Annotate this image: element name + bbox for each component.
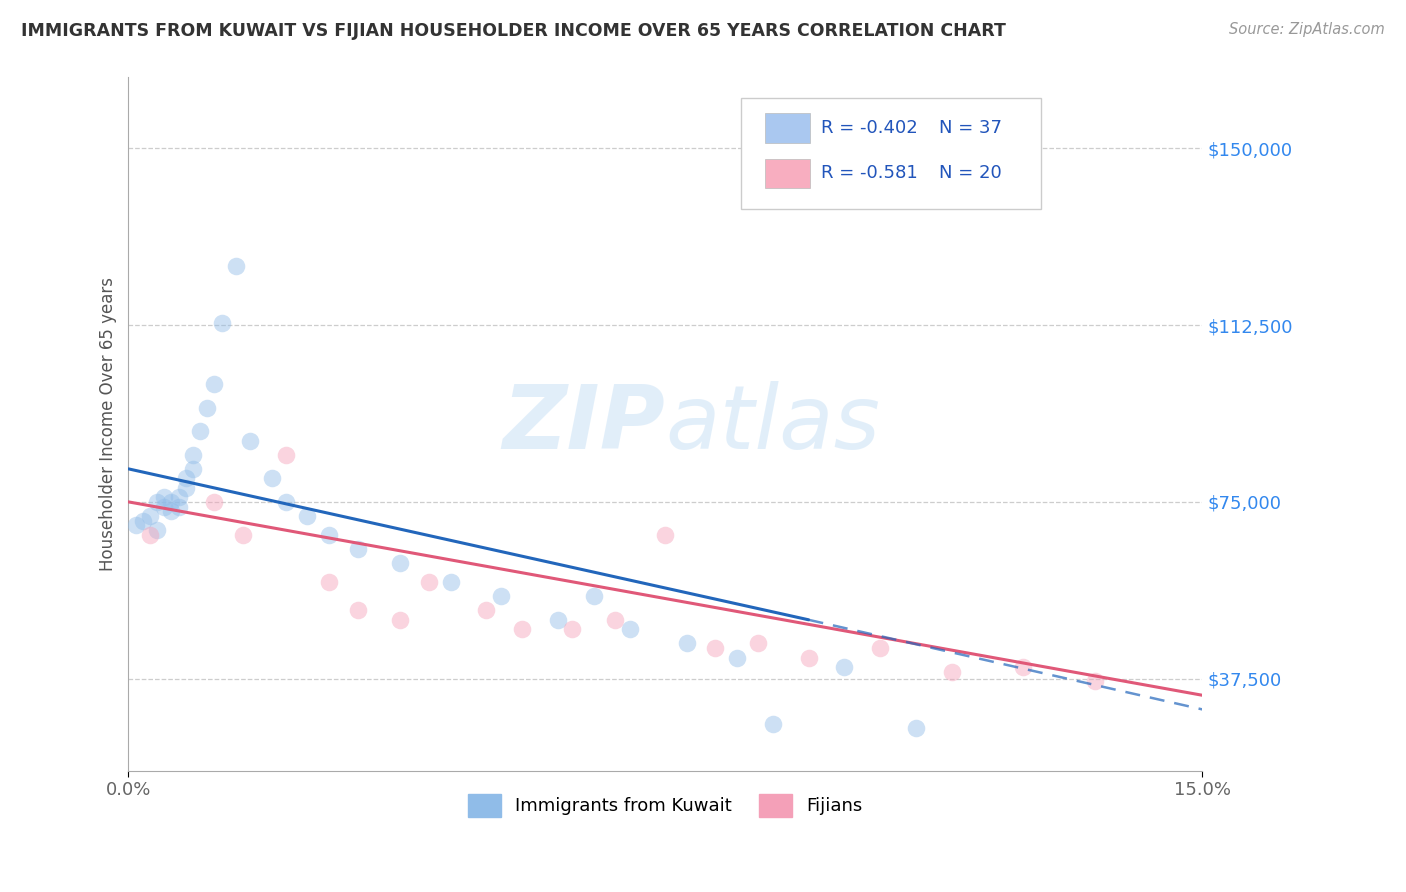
Point — [132, 514, 155, 528]
Point — [260, 471, 283, 485]
Point — [160, 504, 183, 518]
Point — [174, 481, 197, 495]
Point — [239, 434, 262, 448]
Point — [418, 575, 440, 590]
Point — [747, 636, 769, 650]
Text: R = -0.581: R = -0.581 — [821, 164, 918, 182]
Point — [124, 518, 146, 533]
Point — [297, 509, 319, 524]
Text: N = 37: N = 37 — [939, 119, 1002, 137]
Point — [904, 721, 927, 735]
Point — [439, 575, 461, 590]
Text: atlas: atlas — [665, 381, 880, 467]
Point — [941, 665, 963, 679]
Point — [346, 603, 368, 617]
Point — [832, 660, 855, 674]
Point — [346, 542, 368, 557]
Point — [605, 613, 627, 627]
Text: ZIP: ZIP — [502, 381, 665, 467]
Y-axis label: Householder Income Over 65 years: Householder Income Over 65 years — [100, 277, 117, 571]
Text: Source: ZipAtlas.com: Source: ZipAtlas.com — [1229, 22, 1385, 37]
FancyBboxPatch shape — [765, 113, 810, 143]
Point — [869, 641, 891, 656]
Point — [318, 575, 340, 590]
Point — [489, 589, 512, 603]
Point — [475, 603, 498, 617]
Point — [725, 650, 748, 665]
Point — [202, 376, 225, 391]
Point — [274, 448, 297, 462]
Text: IMMIGRANTS FROM KUWAIT VS FIJIAN HOUSEHOLDER INCOME OVER 65 YEARS CORRELATION CH: IMMIGRANTS FROM KUWAIT VS FIJIAN HOUSEHO… — [21, 22, 1005, 40]
Point — [153, 500, 176, 514]
Point — [146, 523, 169, 537]
Text: N = 20: N = 20 — [939, 164, 1002, 182]
FancyBboxPatch shape — [741, 98, 1042, 209]
Point — [675, 636, 697, 650]
Point — [202, 495, 225, 509]
Point — [181, 448, 204, 462]
Point — [654, 528, 676, 542]
Point — [181, 462, 204, 476]
Point — [547, 613, 569, 627]
Point — [619, 622, 641, 636]
Point — [582, 589, 605, 603]
Point — [146, 495, 169, 509]
Point — [561, 622, 583, 636]
Point — [797, 650, 820, 665]
Point — [389, 556, 412, 570]
Point — [274, 495, 297, 509]
Point — [139, 509, 162, 524]
Point — [167, 500, 190, 514]
Point — [704, 641, 727, 656]
Point — [389, 613, 412, 627]
Point — [1012, 660, 1035, 674]
Point — [139, 528, 162, 542]
Point — [225, 259, 247, 273]
Point — [153, 490, 176, 504]
Legend: Immigrants from Kuwait, Fijians: Immigrants from Kuwait, Fijians — [461, 787, 869, 824]
Point — [167, 490, 190, 504]
Point — [174, 471, 197, 485]
Point — [188, 424, 211, 438]
Point — [232, 528, 254, 542]
Point — [510, 622, 533, 636]
Point — [211, 316, 233, 330]
Point — [1084, 674, 1107, 689]
Point — [160, 495, 183, 509]
Point — [195, 401, 218, 415]
Point — [318, 528, 340, 542]
Text: R = -0.402: R = -0.402 — [821, 119, 918, 137]
Point — [762, 716, 785, 731]
FancyBboxPatch shape — [765, 159, 810, 187]
